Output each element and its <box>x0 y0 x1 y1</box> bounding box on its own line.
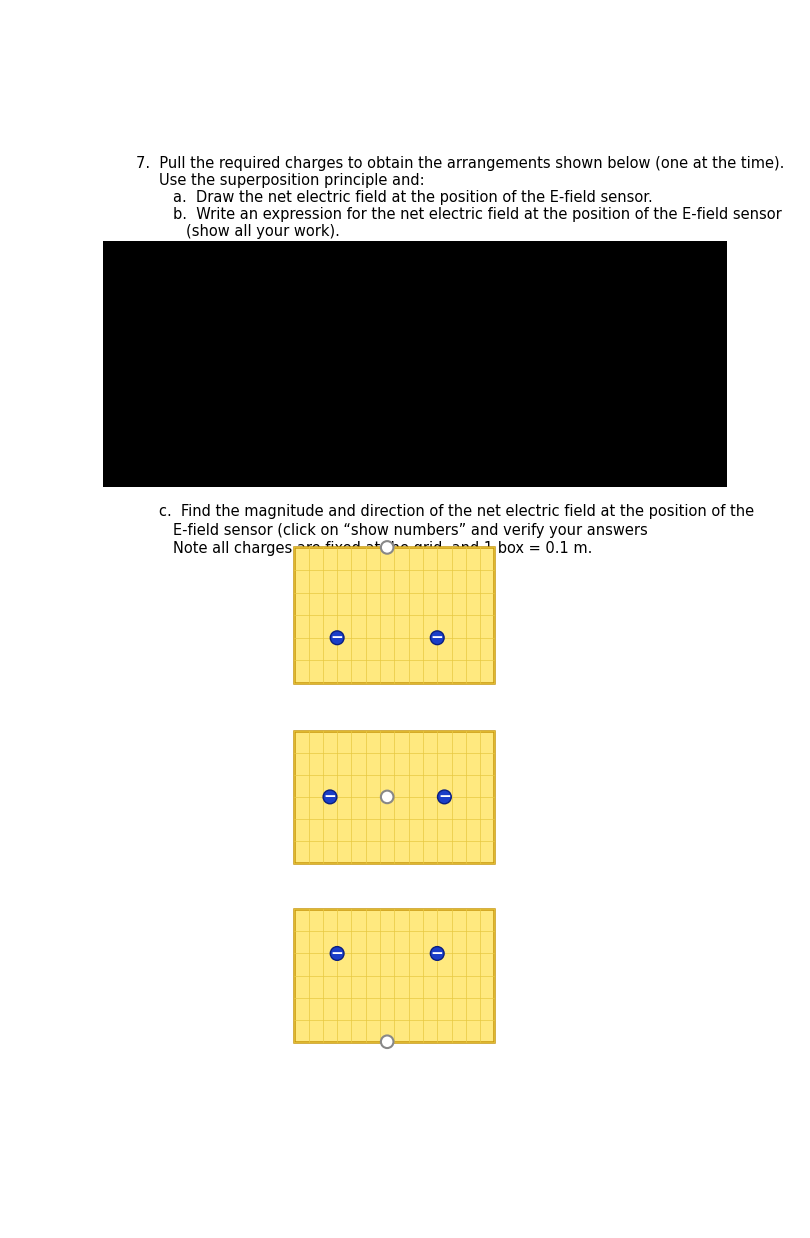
Circle shape <box>323 790 337 803</box>
Text: 7.  Pull the required charges to obtain the arrangements shown below (one at the: 7. Pull the required charges to obtain t… <box>135 156 784 171</box>
Circle shape <box>430 947 444 961</box>
Text: −: − <box>324 790 336 805</box>
Text: −: − <box>330 630 343 645</box>
Circle shape <box>381 541 394 553</box>
Circle shape <box>330 947 344 961</box>
Bar <box>294 910 494 1041</box>
Circle shape <box>381 791 394 803</box>
Text: (show all your work).: (show all your work). <box>186 224 340 239</box>
Text: c.  Find the magnitude and direction of the net electric field at the position o: c. Find the magnitude and direction of t… <box>159 504 754 519</box>
Circle shape <box>330 631 344 645</box>
Text: −: − <box>431 946 444 961</box>
Text: −: − <box>438 790 450 805</box>
Text: Use the superposition principle and:: Use the superposition principle and: <box>159 173 424 188</box>
Text: −: − <box>431 630 444 645</box>
Text: a.  Draw the net electric field at the position of the E-field sensor.: a. Draw the net electric field at the po… <box>173 191 652 206</box>
Text: −: − <box>330 946 343 961</box>
Text: b.  Write an expression for the net electric field at the position of the E-fiel: b. Write an expression for the net elect… <box>173 207 782 222</box>
Text: Note all charges are fixed at the grid, and 1 box = 0.1 m.: Note all charges are fixed at the grid, … <box>173 541 592 556</box>
Circle shape <box>437 790 451 803</box>
Bar <box>294 730 494 863</box>
Circle shape <box>381 1035 394 1049</box>
Circle shape <box>430 631 444 645</box>
Text: E-field sensor (click on “show numbers” and verify your answers: E-field sensor (click on “show numbers” … <box>173 522 647 537</box>
Bar <box>104 241 727 488</box>
Bar <box>294 547 494 683</box>
